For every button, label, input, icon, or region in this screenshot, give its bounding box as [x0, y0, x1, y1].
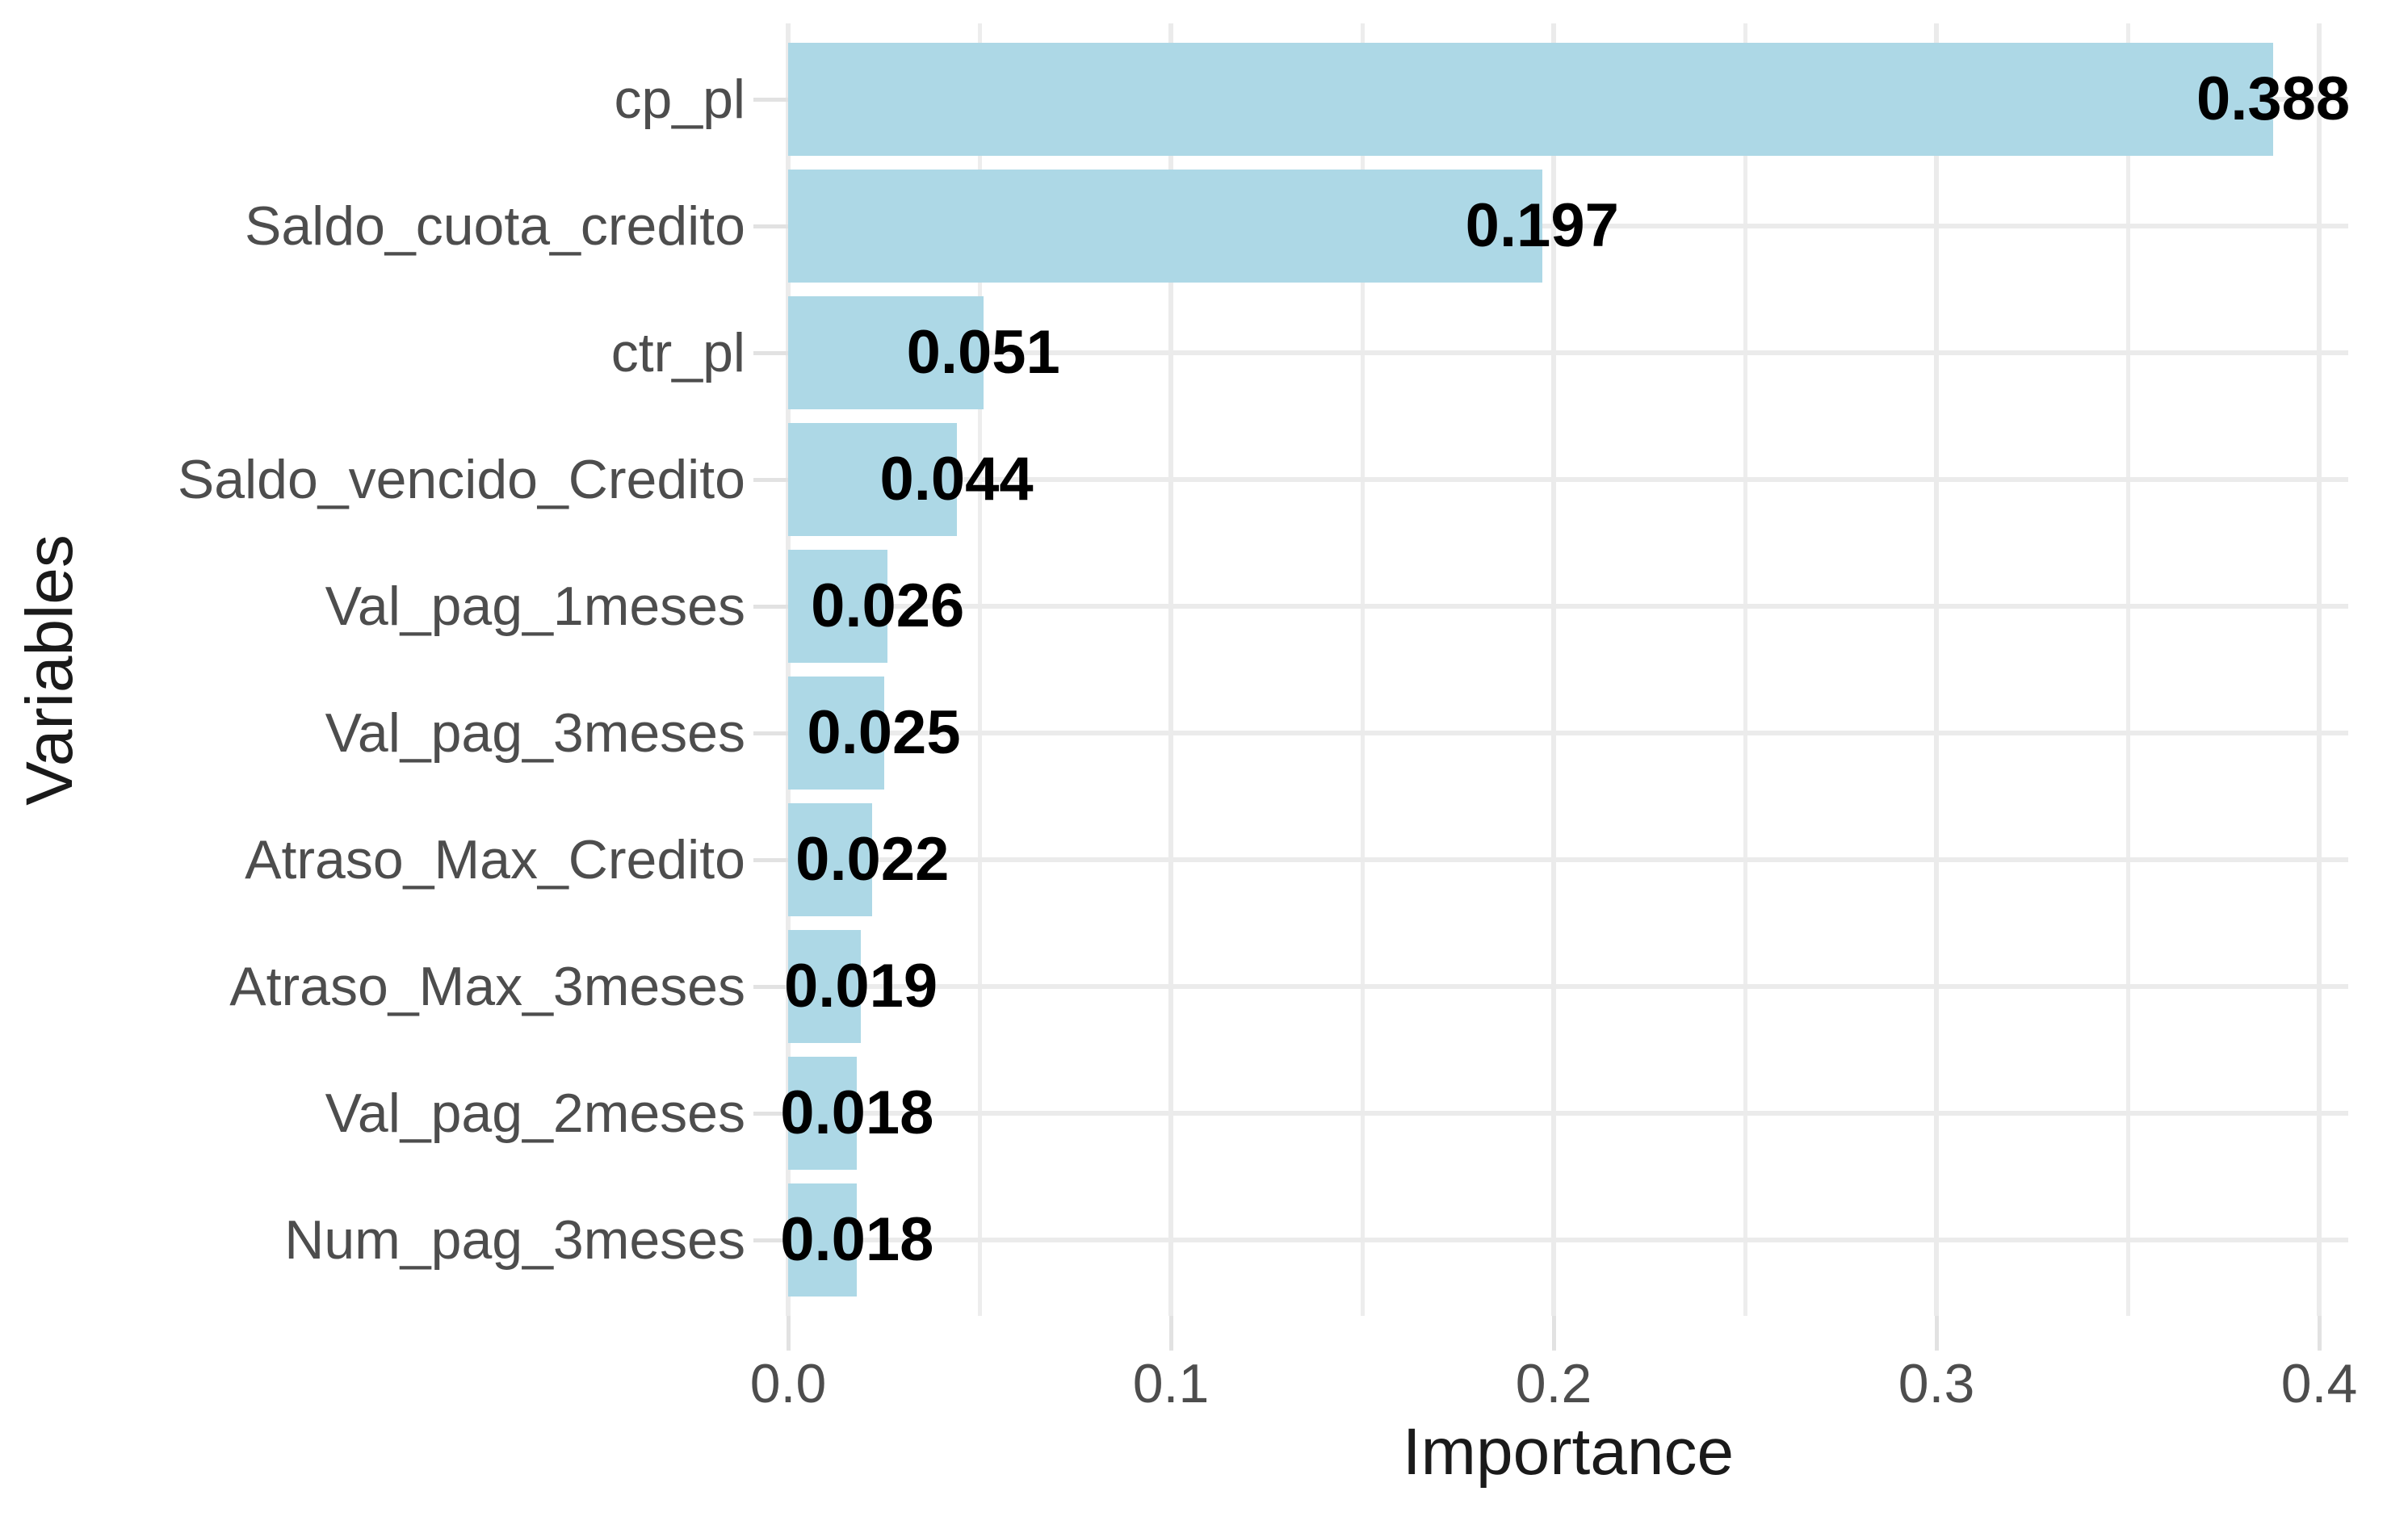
bar-value-label: 0.026 [811, 572, 965, 640]
y-axis-title: Variables [13, 534, 86, 806]
y-tick-mark [753, 350, 788, 355]
bar-value-label: 0.044 [879, 445, 1034, 513]
y-tick-mark [753, 857, 788, 862]
gridline-minor-x [977, 23, 982, 1316]
gridline-minor-x [1360, 23, 1365, 1316]
y-tick-mark [753, 731, 788, 735]
x-tick-mark [786, 1316, 791, 1351]
bar-value-label: 0.051 [906, 318, 1060, 387]
y-axis-tick-label: Num_pag_3meses [284, 1209, 745, 1271]
y-axis-tick-label: Saldo_vencido_Credito [177, 449, 745, 510]
y-axis-tick-label: Saldo_cuota_credito [244, 195, 745, 257]
bar [788, 296, 984, 409]
bar [788, 803, 873, 916]
gridline-major-y [788, 857, 2348, 862]
bar [788, 43, 2274, 156]
x-tick-mark [1934, 1316, 1939, 1351]
gridline-major-y [788, 477, 2348, 482]
y-axis-tick-label: Atraso_Max_Credito [245, 829, 745, 890]
y-tick-mark [753, 1111, 788, 1116]
gridline-major-x [1168, 23, 1173, 1316]
bar-value-label: 0.025 [807, 698, 961, 767]
gridline-major-x [1934, 23, 1939, 1316]
bar-value-label: 0.018 [780, 1205, 934, 1274]
x-axis-tick-label: 0.2 [1515, 1353, 1592, 1414]
bar [788, 1183, 858, 1297]
bar [788, 170, 1542, 283]
y-axis-tick-label: ctr_pl [610, 322, 745, 383]
x-axis-title: Importance [1402, 1415, 1735, 1489]
bar [788, 423, 957, 536]
x-axis-tick-label: 0.4 [2280, 1353, 2358, 1414]
y-tick-mark [753, 224, 788, 228]
bar [788, 550, 888, 663]
bar [788, 677, 884, 790]
x-axis-tick-label: 0.3 [1898, 1353, 1975, 1414]
gridline-major-y [788, 731, 2348, 735]
gridline-major-y [788, 604, 2348, 609]
x-tick-mark [1168, 1316, 1173, 1351]
bar-value-label: 0.388 [2196, 65, 2351, 133]
gridline-major-y [788, 984, 2348, 989]
bar-value-label: 0.018 [780, 1079, 934, 1147]
x-axis-tick-label: 0.0 [749, 1353, 827, 1414]
x-tick-mark [2317, 1316, 2322, 1351]
y-axis-tick-label: cp_pl [614, 69, 745, 130]
x-axis-tick-label: 0.1 [1132, 1353, 1210, 1414]
gridline-minor-x [1743, 23, 1747, 1316]
y-tick-mark [753, 604, 788, 609]
y-axis-tick-label: Val_pag_2meses [325, 1083, 745, 1144]
x-tick-mark [1551, 1316, 1556, 1351]
y-tick-mark [753, 97, 788, 102]
gridline-major-y [788, 350, 2348, 355]
y-tick-mark [753, 1238, 788, 1242]
y-axis-tick-label: Val_pag_3meses [325, 702, 745, 764]
bar [788, 930, 862, 1043]
y-tick-mark [753, 984, 788, 989]
y-axis-tick-label: Val_pag_1meses [325, 576, 745, 637]
gridline-major-x [786, 23, 791, 1316]
y-axis-tick-label: Atraso_Max_3meses [229, 956, 745, 1017]
bar [788, 1057, 858, 1170]
gridline-major-x [1551, 23, 1556, 1316]
gridline-major-y [788, 1238, 2348, 1242]
bar-value-label: 0.197 [1465, 191, 1619, 260]
gridline-major-y [788, 1111, 2348, 1116]
gridline-major-x [2317, 23, 2322, 1316]
bar-value-label: 0.022 [795, 825, 950, 894]
gridline-minor-x [2125, 23, 2130, 1316]
y-tick-mark [753, 477, 788, 482]
bar-value-label: 0.019 [783, 952, 938, 1020]
gridline-major-y [788, 224, 2348, 228]
